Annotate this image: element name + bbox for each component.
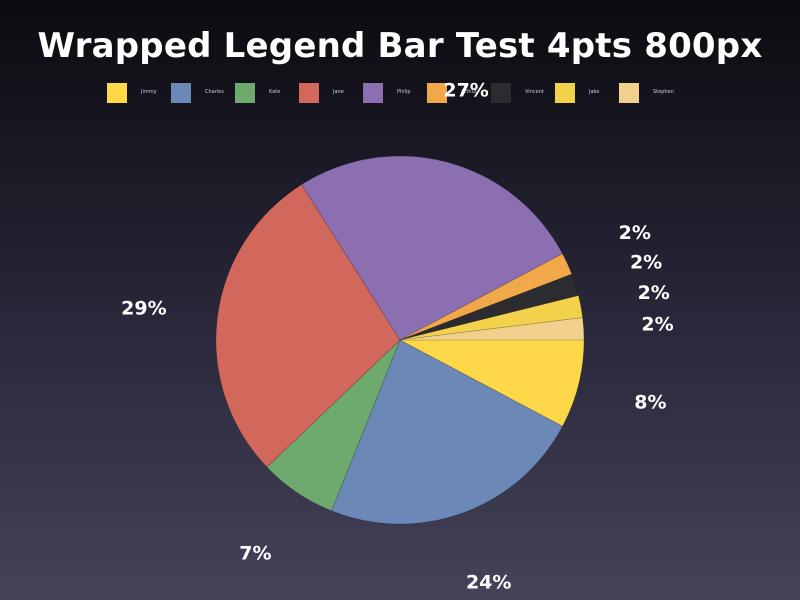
legend-swatch (427, 83, 447, 103)
legend-label: Jane (333, 89, 344, 95)
pie-slice-jane (215, 184, 401, 468)
pie-slice-jimmy (399, 339, 585, 427)
legend-swatch (171, 83, 191, 103)
pie-slice-kate (266, 339, 401, 512)
legend-label: Arthur (461, 89, 477, 95)
legend-swatch (619, 83, 639, 103)
chart-legend: Jimmy Charles Kate Jane Philip Arthur Vincent J… (107, 83, 707, 103)
legend-label: Kate (269, 89, 281, 95)
slice-label-charles: 24% (466, 571, 511, 593)
slice-label-arthur: 2% (619, 222, 651, 244)
legend-label: Vincent (525, 89, 544, 95)
legend-swatch (107, 83, 127, 103)
pie-slice-charles (331, 339, 563, 525)
chart-title: Wrapped Legend Bar Test 4pts 800px (37, 26, 763, 66)
pie-slice-arthur (399, 253, 573, 341)
slice-label-stephen: 2% (641, 313, 673, 335)
legend-label: Jimmy (141, 89, 157, 95)
legend-swatch (299, 83, 319, 103)
slice-label-jane: 29% (121, 298, 166, 320)
legend-label: Philip (397, 89, 411, 95)
slice-label-philip: 27% (443, 80, 488, 102)
pie-slice-philip (301, 155, 563, 341)
pie-slice-jake (399, 295, 583, 341)
legend-swatch (235, 83, 255, 103)
legend-swatch (363, 83, 383, 103)
legend-swatch (491, 83, 511, 103)
legend-label: Stephen (653, 89, 674, 95)
slice-label-jake: 2% (638, 282, 670, 304)
legend-swatch (555, 83, 575, 103)
pie-slice-vincent (399, 273, 579, 341)
legend-label: Jake (589, 89, 600, 95)
slice-label-vincent: 2% (630, 252, 662, 274)
slice-label-jimmy: 8% (634, 391, 666, 413)
pie-slice-stephen (399, 317, 585, 341)
slice-label-kate: 7% (239, 543, 271, 565)
legend-label: Charles (205, 89, 224, 95)
